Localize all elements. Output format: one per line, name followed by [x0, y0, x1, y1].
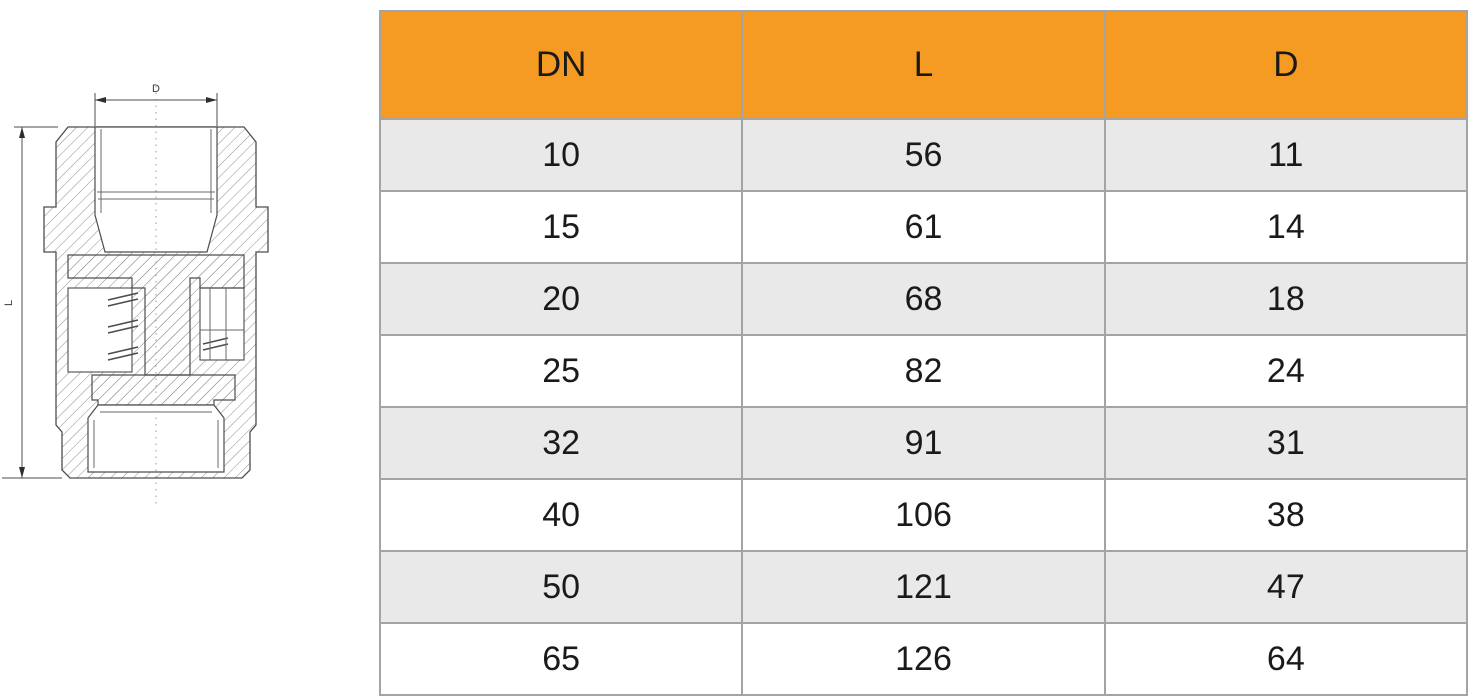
table-cell: 82 — [741, 334, 1106, 408]
table-cell: 31 — [1103, 406, 1469, 480]
dimensions-table: DN L D 10 56 11 15 61 14 20 68 18 25 82 24 32 91 31 40 1… — [378, 10, 1469, 696]
valve-bottom-port — [87, 404, 225, 473]
dimension-d: D — [94, 83, 218, 126]
valve-lower-retainer — [91, 374, 236, 406]
table-cell: 56 — [741, 118, 1106, 192]
table-cell: 15 — [378, 190, 744, 264]
table-cell: 24 — [1103, 334, 1469, 408]
table-cell: 25 — [378, 334, 744, 408]
table-cell: 61 — [741, 190, 1106, 264]
table-cell: 18 — [1103, 262, 1469, 336]
table-row: 40 106 38 — [378, 478, 1469, 552]
table-cell: 121 — [741, 550, 1106, 624]
table-cell: 126 — [741, 622, 1106, 696]
dim-d-label: D — [152, 83, 160, 95]
col-header-l: L — [741, 10, 1106, 120]
valve-spring — [107, 292, 229, 361]
table-cell: 32 — [378, 406, 744, 480]
dim-l-label: L — [3, 300, 15, 306]
table-cell: 40 — [378, 478, 744, 552]
table-cell: 11 — [1103, 118, 1469, 192]
col-header-dn: DN — [378, 10, 744, 120]
table-row: 20 68 18 — [378, 262, 1469, 336]
valve-technical-drawing: D L — [2, 83, 269, 504]
table-cell: 20 — [378, 262, 744, 336]
table-cell: 47 — [1103, 550, 1469, 624]
table-row: 15 61 14 — [378, 190, 1469, 264]
valve-guide — [200, 288, 244, 360]
dimension-l: L — [2, 126, 62, 479]
table-cell: 65 — [378, 622, 744, 696]
valve-top-port — [94, 126, 218, 253]
table-cell: 38 — [1103, 478, 1469, 552]
table-cell: 10 — [378, 118, 744, 192]
table-row: 65 126 64 — [378, 622, 1469, 696]
table-cell: 14 — [1103, 190, 1469, 264]
table-cell: 91 — [741, 406, 1106, 480]
col-header-d: D — [1103, 10, 1469, 120]
table-cell: 106 — [741, 478, 1106, 552]
table-cell: 64 — [1103, 622, 1469, 696]
table-row: 10 56 11 — [378, 118, 1469, 192]
table-row: 50 121 47 — [378, 550, 1469, 624]
table-cell: 68 — [741, 262, 1106, 336]
table-row: 32 91 31 — [378, 406, 1469, 480]
table-cell: 50 — [378, 550, 744, 624]
table-row: 25 82 24 — [378, 334, 1469, 408]
table-header-row: DN L D — [378, 10, 1469, 120]
